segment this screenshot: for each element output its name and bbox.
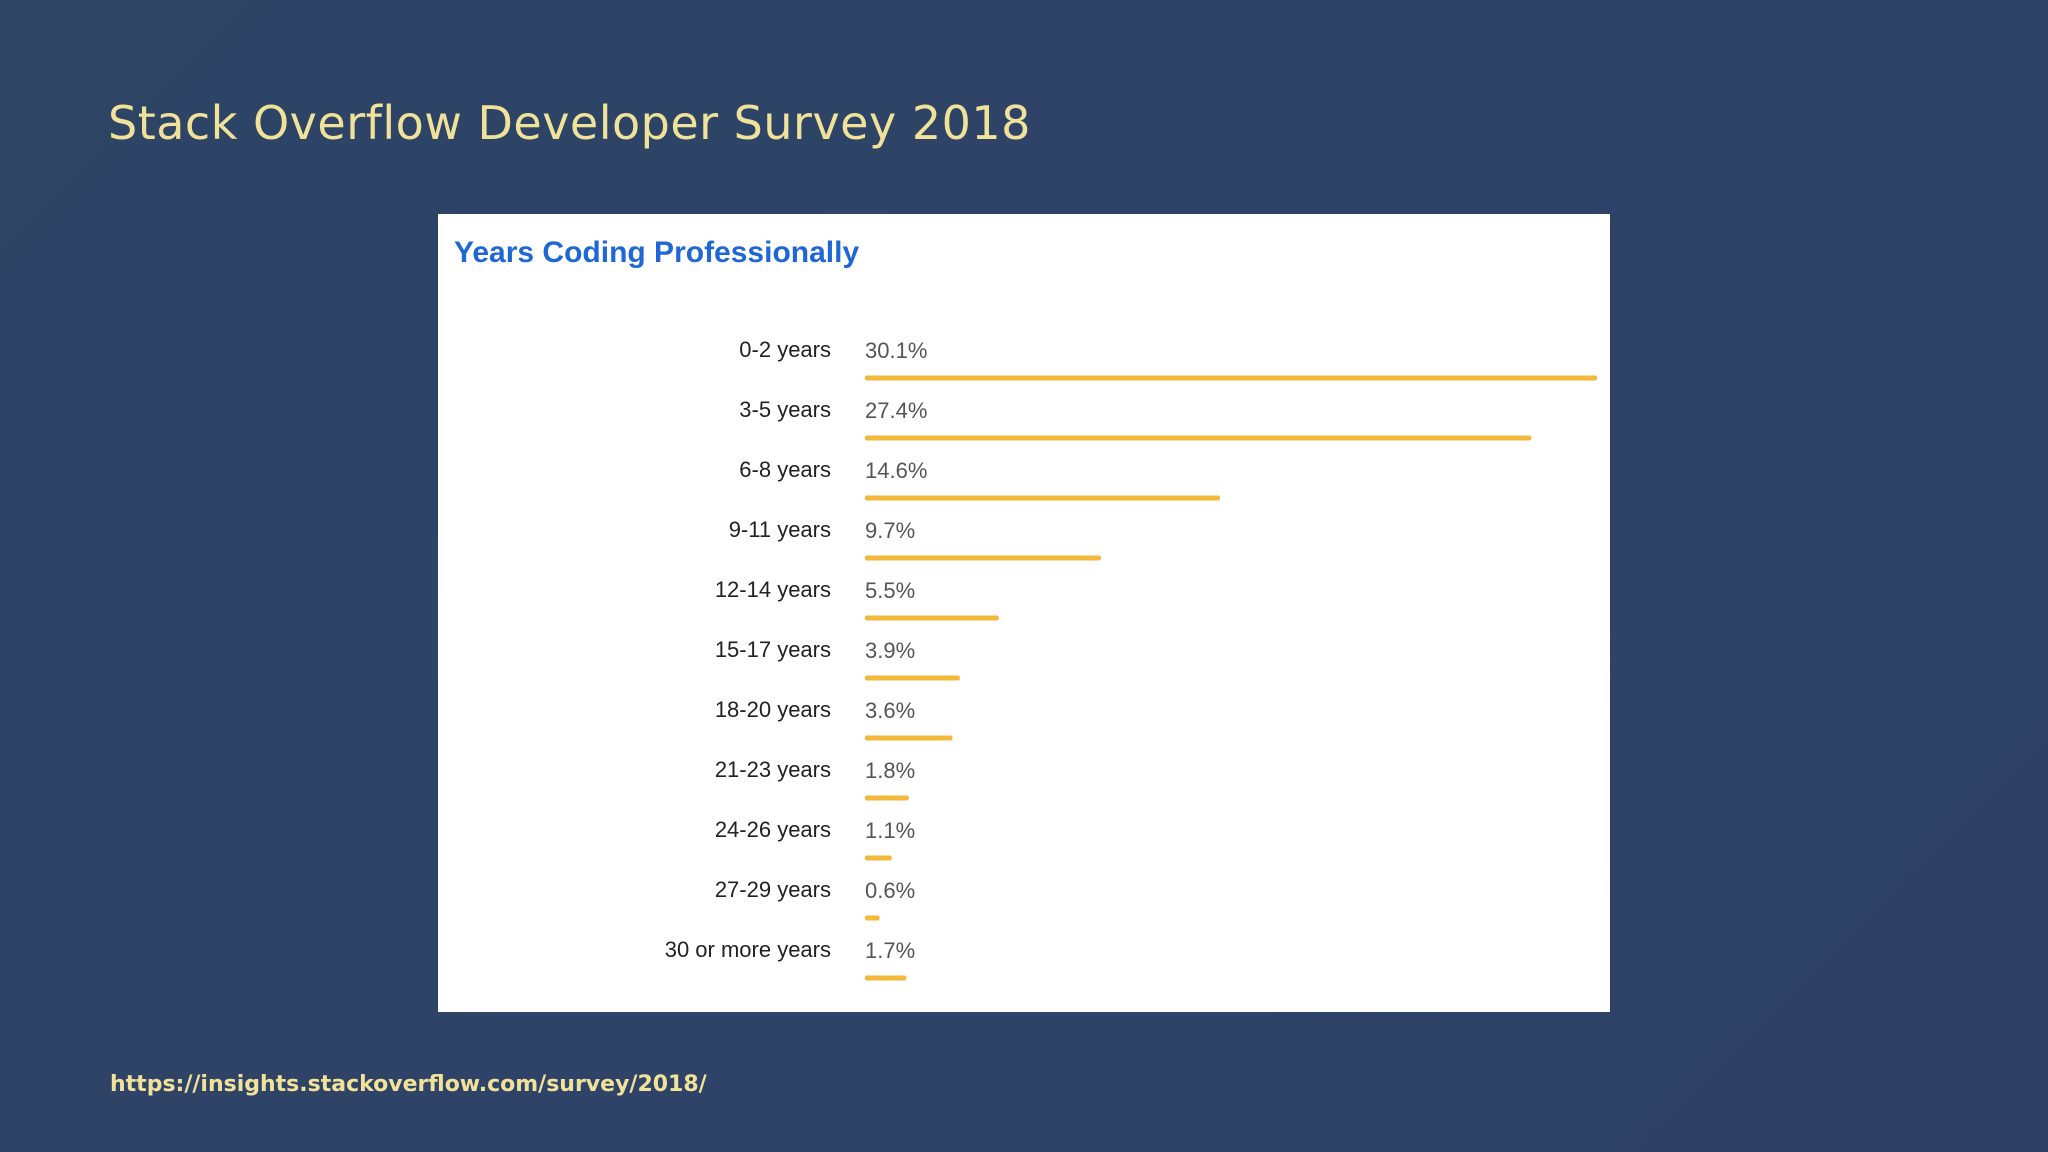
category-label: 30 or more years: [665, 937, 831, 962]
bar: [865, 735, 953, 741]
bar: [865, 915, 880, 921]
category-label: 18-20 years: [715, 697, 831, 722]
category-label: 12-14 years: [715, 577, 831, 602]
survey-link[interactable]: https://insights.stackoverflow.com/surve…: [110, 1072, 707, 1097]
category-label: 24-26 years: [715, 817, 831, 842]
value-label: 1.7%: [865, 938, 915, 963]
value-label: 30.1%: [865, 338, 927, 363]
bar: [865, 615, 999, 621]
value-label: 0.6%: [865, 878, 915, 903]
bar: [865, 975, 907, 981]
category-label: 3-5 years: [739, 397, 831, 422]
value-label: 14.6%: [865, 458, 927, 483]
bar: [865, 675, 960, 681]
category-label: 6-8 years: [739, 457, 831, 482]
chart-title: Years Coding Professionally: [454, 236, 860, 269]
value-label: 3.9%: [865, 638, 915, 663]
bar: [865, 435, 1532, 441]
category-label: 15-17 years: [715, 637, 831, 662]
bar: [865, 375, 1597, 381]
chart-card: Years Coding Professionally 0-2 years 30.…: [438, 214, 1610, 1012]
value-label: 5.5%: [865, 578, 915, 603]
bar: [865, 855, 892, 861]
category-label: 21-23 years: [715, 757, 831, 782]
value-label: 1.1%: [865, 818, 915, 843]
bar: [865, 555, 1101, 561]
category-label: 27-29 years: [715, 877, 831, 902]
value-label: 9.7%: [865, 518, 915, 543]
category-label: 9-11 years: [729, 517, 831, 542]
value-label: 1.8%: [865, 758, 915, 783]
bar: [865, 795, 909, 801]
bar: [865, 495, 1221, 501]
value-label: 3.6%: [865, 698, 915, 723]
bar-chart: 0-2 years 30.1% 3-5 years 27.4% 6-8 years 14.…: [665, 337, 1597, 981]
category-label: 0-2 years: [739, 337, 831, 362]
value-label: 27.4%: [865, 398, 927, 423]
slide-title: Stack Overflow Developer Survey 2018: [108, 96, 1031, 150]
